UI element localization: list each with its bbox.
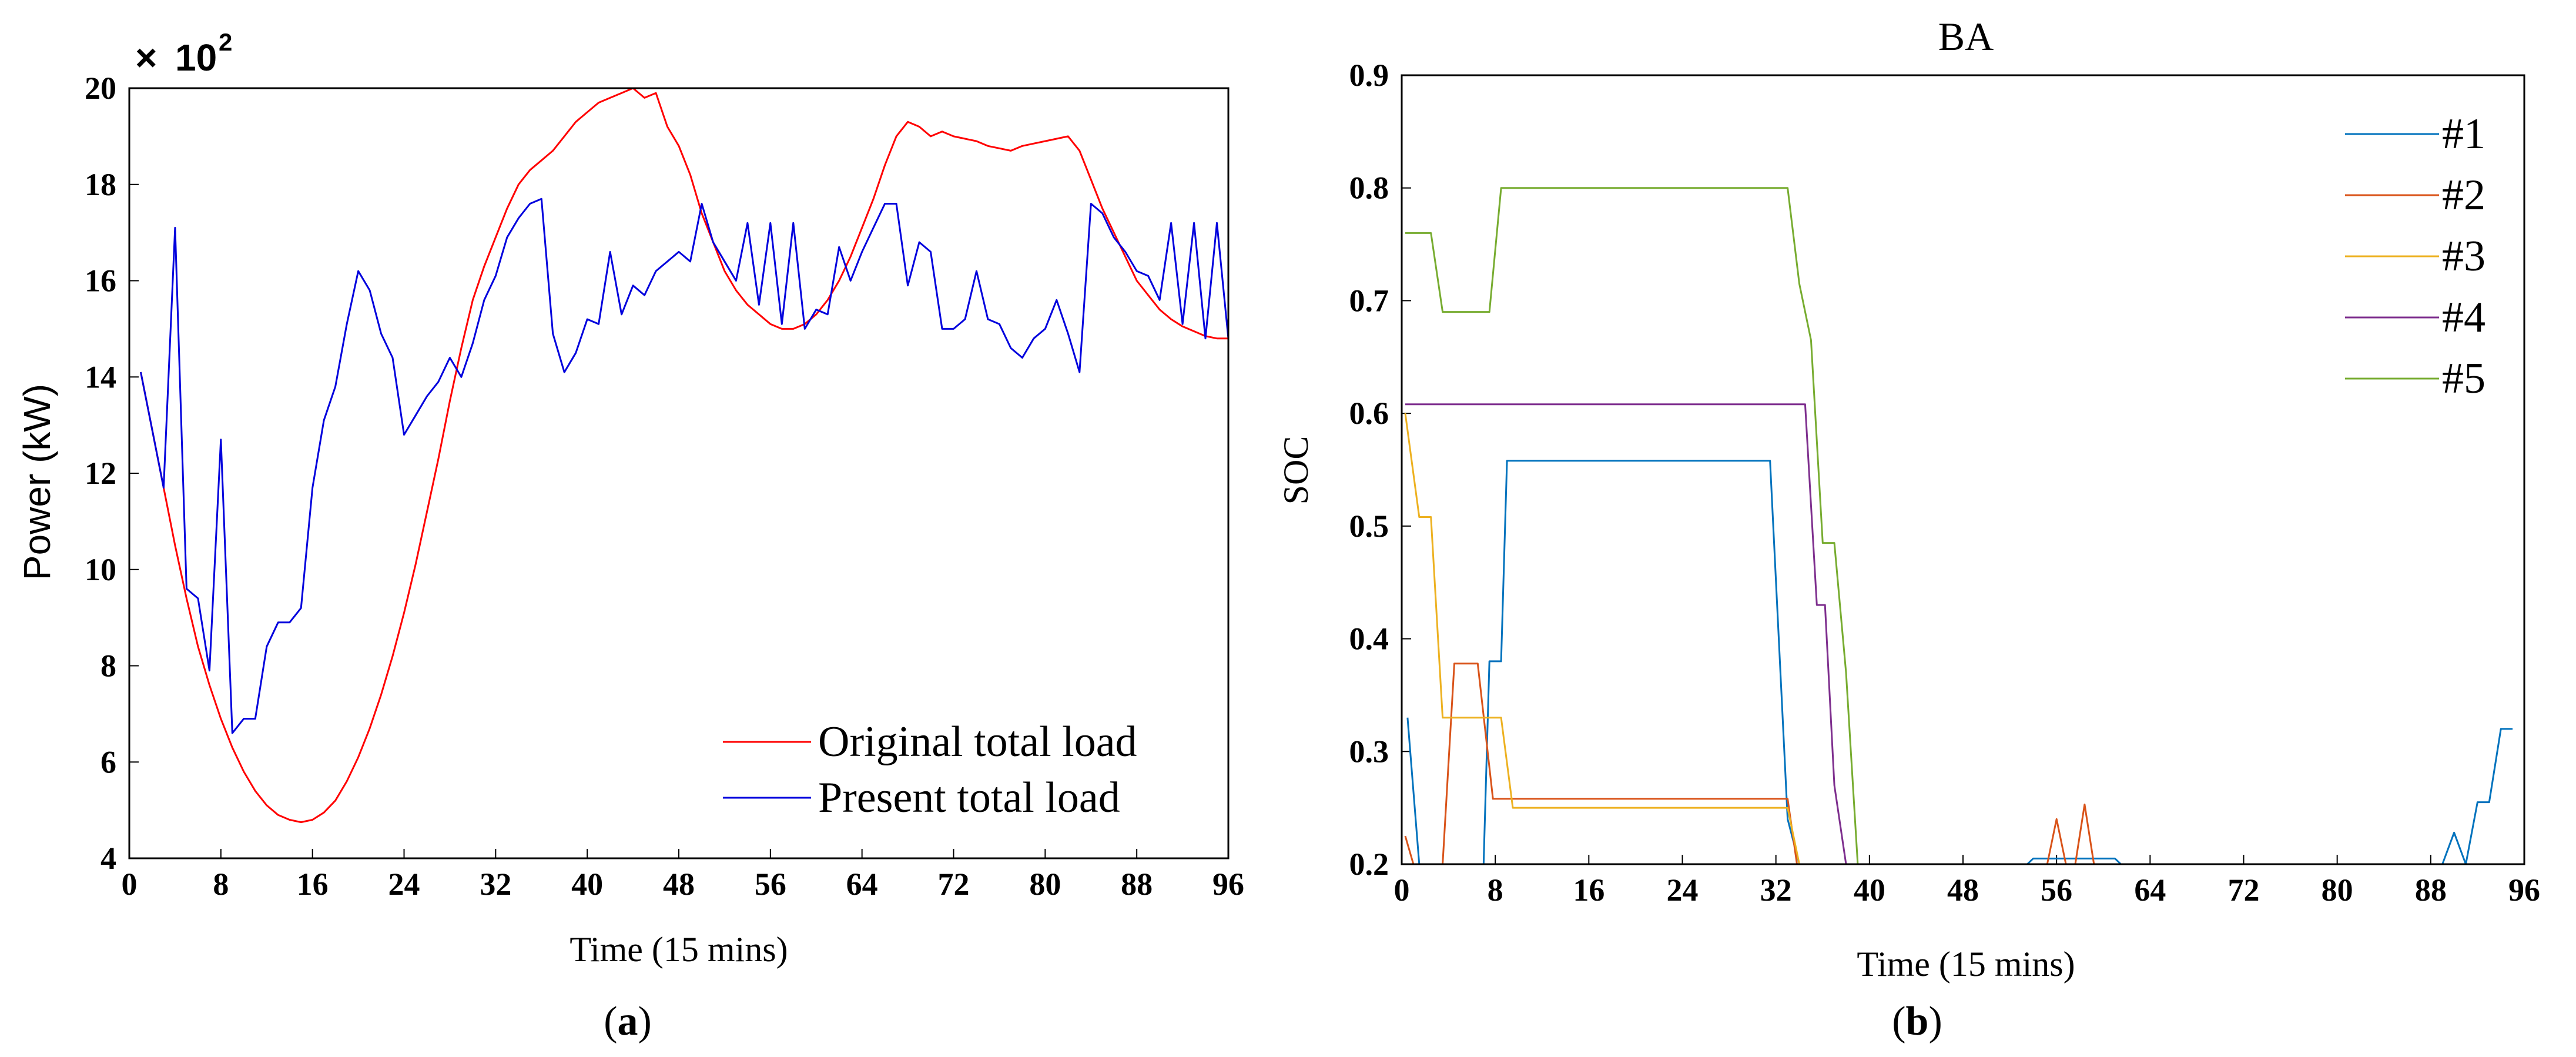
b-legend-label-5: #5 — [2442, 354, 2485, 403]
b-xtick-label: 32 — [1760, 872, 1792, 908]
b-ytick-label: 0.5 — [1349, 509, 1389, 544]
b-xtick-label: 8 — [1488, 872, 1503, 908]
a-legend-label-present: Present total load — [818, 774, 1120, 822]
b-xtick-label: 80 — [2322, 872, 2353, 908]
b-xtick-label: 16 — [1573, 872, 1604, 908]
b-plot-frame — [1401, 74, 2525, 865]
b-xtick-label: 40 — [1854, 872, 1885, 908]
b-legend-label-4: #4 — [2442, 293, 2485, 342]
b-title: BA — [1938, 14, 1994, 59]
a-ytick-label: 12 — [85, 456, 116, 491]
a-exponent-base: 10 — [175, 36, 217, 79]
a-series-1-line — [140, 87, 1228, 824]
a-ytick-label: 4 — [101, 841, 116, 876]
a-ytick-label: 20 — [85, 71, 116, 106]
b-series-5-line — [1405, 187, 2513, 865]
a-ytick-label: 6 — [101, 744, 116, 780]
a-legend-label-original: Original total load — [818, 718, 1137, 766]
b-series-4-line — [1405, 403, 2513, 865]
b-legend-label-1: #1 — [2442, 110, 2485, 158]
a-xtick-label: 72 — [938, 867, 970, 902]
a-plot-frame — [128, 87, 1230, 859]
a-xtick-label: 48 — [663, 867, 695, 902]
b-xtick-label: 0 — [1394, 872, 1410, 908]
b-panel-label: (b) — [1892, 999, 1942, 1044]
b-xtick-label: 56 — [2041, 872, 2072, 908]
b-legend: #1 #2 #3 #4 #5 — [2345, 110, 2485, 403]
a-exponent-power: 2 — [219, 28, 232, 56]
a-series-group — [140, 87, 1230, 824]
b-ytick-label: 0.2 — [1349, 847, 1389, 882]
b-ytick-label: 0.8 — [1349, 170, 1389, 206]
b-series-3-line — [1404, 413, 2513, 865]
a-ytick-label: 14 — [85, 359, 116, 394]
a-series-2-line — [140, 198, 1230, 734]
a-exponent-prefix: × — [135, 36, 157, 79]
b-tick-labels: 0 8 16 24 32 40 48 56 64 72 80 88 96 0.2 0.3 0.4 0.5 0.6 0… — [1349, 58, 2541, 908]
b-ytick-label: 0.9 — [1349, 58, 1389, 93]
a-ytick-label: 8 — [101, 648, 116, 684]
a-legend: Original total load Present total load — [723, 718, 1137, 822]
chart-a: 0 8 16 24 32 40 48 56 64 72 80 88 96468101214161820 … — [16, 28, 1244, 1044]
b-xtick-label: 88 — [2415, 872, 2447, 908]
a-tick-labels: 0 8 16 24 32 40 48 56 64 72 80 88 96 4 6 8 10 12 14 16 18 20 — [85, 71, 1244, 902]
b-ylabel: SOC — [1277, 436, 1315, 505]
a-panel-label: (a) — [604, 999, 652, 1044]
b-xtick-label: 72 — [2228, 872, 2260, 908]
b-xtick-label: 24 — [1667, 872, 1699, 908]
b-xlabel: Time (15 mins) — [1857, 945, 2075, 984]
b-ytick-label: 0.4 — [1349, 621, 1389, 657]
b-series-2-line — [1404, 663, 2513, 865]
a-ylabel: Power (kW) — [16, 384, 58, 580]
a-xtick-label: 32 — [480, 867, 511, 902]
a-ytick-label: 16 — [85, 263, 116, 299]
a-xtick-label: 96 — [1212, 867, 1244, 902]
a-xtick-label: 40 — [571, 867, 603, 902]
a-xtick-label: 80 — [1029, 867, 1061, 902]
b-series-1-line — [1406, 460, 2513, 865]
a-ytick-label: 18 — [85, 167, 116, 202]
a-xtick-label: 8 — [213, 867, 229, 902]
a-xtick-label: 16 — [297, 867, 329, 902]
b-ytick-label: 0.6 — [1349, 396, 1389, 431]
b-legend-label-2: #2 — [2442, 171, 2485, 219]
b-xtick-label: 64 — [2134, 872, 2166, 908]
b-ticks — [1401, 75, 2525, 865]
b-xtick-label: 96 — [2508, 872, 2540, 908]
a-xlabel: Time (15 mins) — [570, 930, 788, 969]
b-ytick-label: 0.7 — [1349, 283, 1389, 318]
chart-b: 0 8 16 24 32 40 48 56 64 72 80 88 96 0.2 0.3 0.4 0.5 0.6 0… — [1277, 14, 2540, 1044]
b-series-group — [1404, 187, 2513, 865]
a-xtick-label: 88 — [1121, 867, 1153, 902]
b-ytick-label: 0.3 — [1349, 734, 1389, 769]
b-legend-label-3: #3 — [2442, 232, 2485, 280]
a-xtick-label: 56 — [755, 867, 786, 902]
b-xtick-label: 48 — [1947, 872, 1979, 908]
a-xtick-label: 0 — [122, 867, 138, 902]
a-xtick-label: 64 — [846, 867, 878, 902]
a-xtick-label: 24 — [388, 867, 420, 902]
a-ytick-label: 10 — [85, 552, 116, 587]
